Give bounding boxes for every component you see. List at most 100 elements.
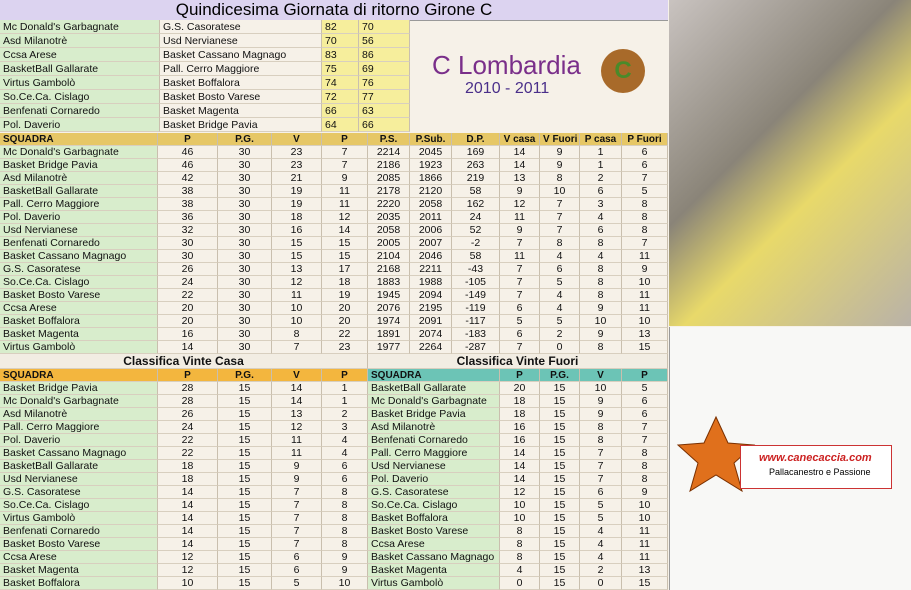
standings-cell: 9 [322,172,368,185]
standings-cell: 42 [158,172,218,185]
table-cell: 15 [540,499,580,512]
table-cell: 6 [272,564,322,577]
table-cell: 14 [500,460,540,473]
result-cell: Basket Bosto Varese [160,90,322,104]
table-cell: 8 [500,551,540,564]
standings-cell: -287 [452,341,500,354]
result-cell: 74 [322,76,359,90]
table-cell: Pol. Daverio [0,434,158,447]
result-cell: 83 [322,48,359,62]
header-cell: SQUADRA [0,133,158,146]
table-cell: Mc Donald's Garbagnate [0,395,158,408]
standings-cell: 10 [580,315,622,328]
table-cell: 12 [272,421,322,434]
standings-cell: 14 [500,146,540,159]
standings-cell: 1945 [368,289,410,302]
standings-cell: 30 [218,198,272,211]
standings-cell: 30 [218,211,272,224]
standings-cell: 2094 [410,289,452,302]
result-cell: 63 [359,104,410,118]
result-cell: Ccsa Arese [0,48,160,62]
standings-cell: 32 [158,224,218,237]
table-cell: 12 [158,551,218,564]
standings-cell: 30 [218,224,272,237]
table-cell: 8 [500,538,540,551]
table-cell: Pol. Daverio [368,473,500,486]
standings-cell: 11 [322,185,368,198]
standings-cell: 18 [322,276,368,289]
header-cell: P.Sub. [410,133,452,146]
result-cell: Mc Donald's Garbagnate [0,20,160,34]
standings-cell: -183 [452,328,500,341]
result-cell: 64 [322,118,359,132]
table-cell: 2 [580,564,622,577]
table-cell: 11 [622,525,668,538]
standings-cell: 30 [218,276,272,289]
standings-cell: 30 [218,250,272,263]
standings-cell: 20 [158,302,218,315]
result-cell: 70 [359,20,410,34]
table-cell: 4 [322,434,368,447]
standings-cell: 11 [622,289,668,302]
standings-cell: 8 [540,237,580,250]
standings-cell: 8 [622,198,668,211]
standings-cell: 2058 [368,224,410,237]
table-cell: 15 [540,395,580,408]
table-cell: BasketBall Gallarate [0,460,158,473]
table-cell: Basket Cassano Magnago [368,551,500,564]
standings-cell: 24 [452,211,500,224]
table-cell: G.S. Casoratese [0,486,158,499]
standings-cell: 20 [158,315,218,328]
standings-cell: 30 [218,263,272,276]
standings-cell: 2214 [368,146,410,159]
table-cell: 15 [540,408,580,421]
table-cell: 14 [158,538,218,551]
table-cell: 28 [158,382,218,395]
table-cell: Basket Cassano Magnago [0,447,158,460]
result-cell: Basket Boffalora [160,76,322,90]
header-cell: SQUADRA [0,369,158,382]
table-cell: 11 [622,551,668,564]
result-cell: Usd Nervianese [160,34,322,48]
header-cell: P casa [580,133,622,146]
standings-cell: 8 [580,341,622,354]
section-title: Classifica Vinte Casa [0,354,368,369]
result-cell: 70 [322,34,359,48]
table-cell: Asd Milanotrè [368,421,500,434]
ad-panel: www.canecaccia.com Pallacanestro e Passi… [669,327,911,590]
standings-cell: 7 [500,341,540,354]
table-cell: Basket Boffalora [368,512,500,525]
standings-cell: 2178 [368,185,410,198]
standings-cell: 30 [218,328,272,341]
standings-cell: Ccsa Arese [0,302,158,315]
table-cell: 7 [622,421,668,434]
table-cell: 7 [272,499,322,512]
standings-cell: 1 [580,159,622,172]
table-cell: 7 [272,486,322,499]
standings-cell: 9 [500,185,540,198]
standings-cell: 2195 [410,302,452,315]
standings-cell: 2211 [410,263,452,276]
standings-cell: 30 [218,237,272,250]
header-cell: P [500,369,540,382]
standings-cell: 2005 [368,237,410,250]
ad-tagline: Pallacanestro e Passione [769,467,871,477]
season: 2010 - 2011 [465,80,550,97]
standings-cell: 2076 [368,302,410,315]
standings-cell: 1866 [410,172,452,185]
table-cell: 6 [322,460,368,473]
standings-cell: 12 [322,211,368,224]
standings-cell: 14 [322,224,368,237]
table-cell: 15 [540,564,580,577]
table-cell: So.Ce.Ca. Cislago [0,499,158,512]
standings-cell: 8 [580,263,622,276]
standings-cell: 2007 [410,237,452,250]
standings-cell: 169 [452,146,500,159]
table-cell: Benfenati Cornaredo [368,434,500,447]
table-cell: Basket Bosto Varese [0,538,158,551]
table-cell: 10 [500,499,540,512]
table-cell: 15 [540,525,580,538]
table-cell: 18 [158,473,218,486]
result-cell: 72 [322,90,359,104]
header-cell: P.S. [368,133,410,146]
